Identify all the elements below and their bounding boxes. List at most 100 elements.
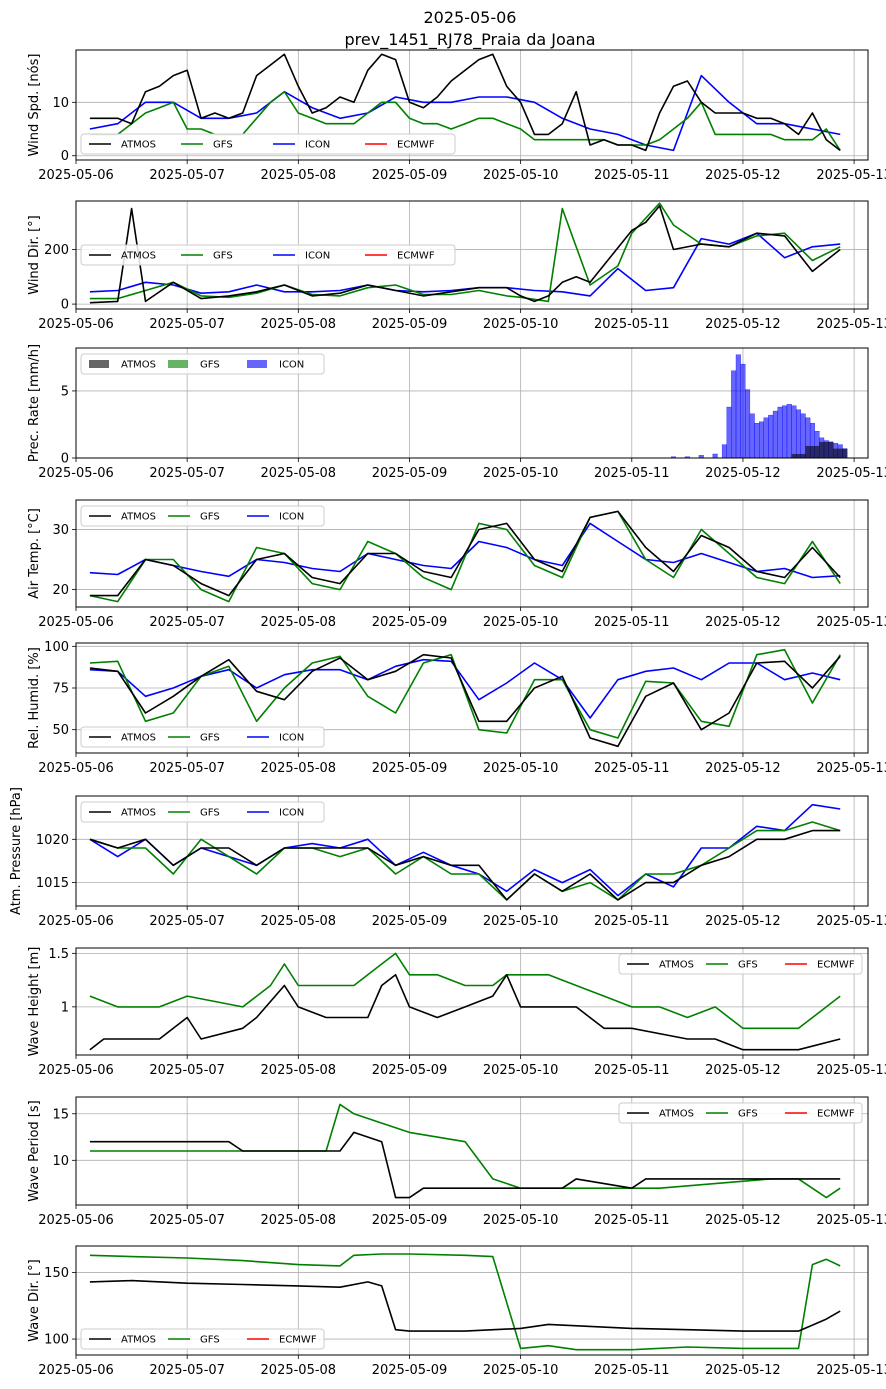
y-axis-label: Wave Dir. [°] [27, 1259, 42, 1342]
x-tick-label: 2025-05-07 [149, 761, 225, 776]
plot-area [89, 952, 841, 1051]
bar-icon [791, 405, 797, 458]
x-tick-label: 2025-05-13 [816, 1213, 886, 1228]
x-tick-label: 2025-05-09 [372, 914, 448, 929]
y-tick-label: 75 [52, 682, 69, 697]
bar-atmos [791, 453, 806, 458]
y-axis-label: Prec. Rate [mm/h] [27, 344, 42, 462]
legend-box [80, 133, 456, 155]
legend-label-atmos: ATMOS [121, 1335, 156, 1346]
x-tick-label: 2025-05-07 [149, 168, 225, 183]
series-line-atmos [89, 653, 841, 748]
legend-box [80, 505, 325, 527]
y-tick-label: 0 [61, 452, 69, 467]
y-tick-label: 0 [61, 298, 69, 313]
legend-swatch-icon [247, 360, 267, 368]
x-tick-label: 2025-05-07 [149, 1063, 225, 1078]
y-axis-label: Wind Dir. [°] [27, 215, 42, 295]
bar-icon [731, 370, 737, 458]
series-line-atmos [89, 1131, 841, 1199]
x-tick-label: 2025-05-06 [38, 466, 114, 481]
series-line-atmos [89, 510, 841, 597]
legend-label-atmos: ATMOS [121, 512, 156, 523]
legend-label-icon: ICON [279, 360, 304, 371]
plot-area [89, 202, 841, 304]
y-tick-label: 5 [61, 384, 69, 399]
legend-label-atmos: ATMOS [121, 251, 156, 262]
x-tick-label: 2025-05-06 [38, 168, 114, 183]
figure-title-station: prev_1451_RJ78_Praia da Joana [345, 30, 596, 50]
x-tick-label: 2025-05-08 [261, 1363, 337, 1378]
bar-icon [726, 406, 732, 458]
x-tick-label: 2025-05-08 [261, 761, 337, 776]
x-tick-label: 2025-05-10 [483, 466, 559, 481]
series-line-atmos [89, 205, 841, 304]
legend-label-gfs: GFS [200, 360, 220, 371]
bar-atmos [833, 448, 848, 458]
y-axis-label: Wave Period [s] [27, 1100, 42, 1201]
x-tick-label: 2025-05-08 [261, 1063, 337, 1078]
bar-icon [712, 453, 718, 458]
x-tick-label: 2025-05-08 [261, 1213, 337, 1228]
legend: ATMOS GFS ICON [80, 726, 325, 748]
legend-label-ecmwf: ECMWF [817, 1109, 855, 1120]
y-tick-label: 1.5 [48, 947, 69, 962]
series-line-gfs [89, 648, 841, 739]
x-tick-label: 2025-05-06 [38, 914, 114, 929]
x-tick-label: 2025-05-09 [372, 466, 448, 481]
x-tick-label: 2025-05-13 [816, 1063, 886, 1078]
legend: ATMOS GFS ICON ECMWF [80, 133, 456, 155]
series-line-atmos [89, 53, 841, 152]
legend: ATMOS GFS ICON [80, 801, 325, 823]
x-tick-label: 2025-05-12 [705, 168, 781, 183]
x-tick-label: 2025-05-12 [705, 761, 781, 776]
legend: ATMOS GFS ECMWF [618, 1102, 863, 1124]
legend-box [80, 801, 325, 823]
bar-icon [745, 389, 751, 458]
axes-frame [75, 347, 869, 459]
legend-label-icon: ICON [305, 140, 330, 151]
x-tick-label: 2025-05-10 [483, 317, 559, 332]
panel-3: 2025-05-06 2025-05-07 2025-05-08 2025-05-09… [27, 344, 886, 481]
y-tick-label: 1 [61, 1000, 69, 1015]
axes-frame [75, 642, 869, 754]
bar-icon [796, 409, 801, 458]
plot-area [89, 1253, 841, 1351]
x-tick-label: 2025-05-11 [594, 466, 670, 481]
bar-icon [754, 422, 760, 458]
legend-box [80, 1328, 325, 1350]
bar-icon [671, 456, 676, 458]
x-tick-label: 2025-05-06 [38, 317, 114, 332]
legend: ATMOS GFS ICON [80, 505, 325, 527]
x-tick-label: 2025-05-07 [149, 317, 225, 332]
x-tick-label: 2025-05-09 [372, 1063, 448, 1078]
bar-icon [777, 406, 783, 458]
bar-icon [800, 413, 806, 458]
legend-label-atmos: ATMOS [121, 360, 156, 371]
x-tick-label: 2025-05-07 [149, 914, 225, 929]
figure-title-date: 2025-05-06 [424, 8, 517, 27]
legend-box [618, 1102, 863, 1124]
bar-icon [782, 405, 788, 458]
legend-label-atmos: ATMOS [659, 1109, 694, 1120]
x-tick-label: 2025-05-07 [149, 615, 225, 630]
y-tick-label: 150 [44, 1266, 69, 1281]
bar-icon [759, 421, 764, 458]
legend-label-ecmwf: ECMWF [817, 960, 855, 971]
legend-label-ecmwf: ECMWF [397, 140, 435, 151]
y-axis-label: Wave Height [m] [27, 947, 42, 1057]
x-tick-label: 2025-05-10 [483, 1063, 559, 1078]
panel-7: 2025-05-06 2025-05-07 2025-05-08 2025-05-09… [27, 947, 886, 1078]
plot-area [89, 648, 841, 748]
y-tick-label: 10 [52, 96, 69, 111]
legend-box [80, 353, 325, 375]
x-tick-label: 2025-05-11 [594, 1063, 670, 1078]
x-tick-label: 2025-05-08 [261, 168, 337, 183]
y-tick-label: 15 [52, 1107, 69, 1122]
x-tick-label: 2025-05-10 [483, 914, 559, 929]
bar-icon [684, 456, 690, 458]
legend-label-atmos: ATMOS [121, 733, 156, 744]
x-tick-label: 2025-05-08 [261, 317, 337, 332]
legend-label-gfs: GFS [213, 140, 233, 151]
